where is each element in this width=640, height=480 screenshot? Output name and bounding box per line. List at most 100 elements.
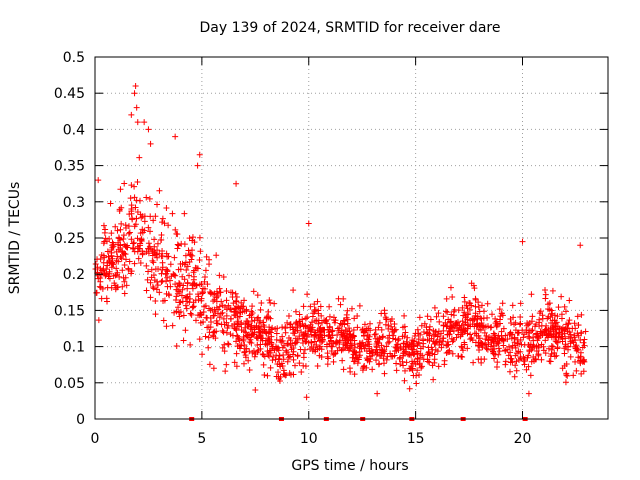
data-point (459, 304, 466, 311)
data-point (200, 309, 207, 316)
data-point (338, 321, 345, 328)
data-point (307, 345, 314, 352)
data-point (305, 325, 312, 332)
data-point (284, 340, 291, 347)
data-point (525, 342, 532, 349)
data-point (152, 311, 159, 318)
data-point (401, 377, 408, 384)
data-point (182, 302, 189, 309)
data-point (147, 294, 154, 301)
data-point (173, 342, 180, 349)
data-point (184, 285, 191, 292)
data-point (420, 356, 427, 363)
data-point (500, 325, 507, 332)
data-point (514, 336, 521, 343)
data-point (509, 302, 516, 309)
data-point (397, 343, 404, 350)
data-point (216, 303, 223, 310)
data-point (144, 276, 151, 283)
data-point (131, 90, 138, 97)
data-point (283, 349, 290, 356)
data-point (399, 358, 406, 365)
data-point (234, 333, 241, 340)
data-point (547, 314, 554, 321)
data-point (192, 264, 199, 271)
data-point (517, 354, 524, 361)
data-point (373, 357, 380, 364)
data-point (478, 359, 485, 366)
data-point (402, 367, 409, 374)
data-point (181, 261, 188, 268)
data-point (143, 248, 150, 255)
data-point (147, 246, 154, 253)
data-point (513, 367, 520, 374)
data-point (459, 344, 466, 351)
data-point (207, 314, 214, 321)
data-point (255, 335, 262, 342)
data-point (223, 297, 230, 304)
data-point (133, 197, 140, 204)
data-point (245, 357, 252, 364)
data-point (121, 290, 128, 297)
data-point (184, 263, 191, 270)
data-point (527, 372, 534, 379)
data-point (334, 325, 341, 332)
data-point (410, 372, 417, 379)
data-point (233, 350, 240, 357)
data-point (449, 294, 456, 301)
data-point (117, 254, 124, 261)
data-point (114, 253, 121, 260)
data-point (388, 315, 395, 322)
data-point (395, 335, 402, 342)
data-point (154, 247, 161, 254)
data-point (364, 357, 371, 364)
data-point (119, 267, 126, 274)
data-point (293, 308, 300, 315)
data-point (216, 272, 223, 279)
data-point (309, 324, 316, 331)
data-point (149, 283, 156, 290)
data-point (559, 338, 566, 345)
data-point (189, 285, 196, 292)
data-point (282, 324, 289, 330)
data-point (108, 252, 115, 259)
data-point (276, 361, 283, 368)
data-point (427, 316, 434, 323)
data-point (235, 304, 242, 311)
data-point (132, 221, 139, 228)
data-point (199, 289, 206, 296)
data-point (232, 305, 239, 312)
data-point (187, 295, 194, 302)
data-point (146, 195, 153, 202)
data-point (240, 360, 247, 367)
data-point (505, 352, 512, 359)
data-point (312, 318, 319, 325)
data-point (430, 327, 437, 334)
data-point (150, 285, 157, 292)
data-point (435, 310, 442, 317)
data-point (570, 372, 577, 379)
data-point (254, 315, 261, 322)
data-point (404, 351, 411, 358)
data-point (163, 250, 170, 257)
data-point (464, 311, 471, 318)
data-point (175, 266, 182, 273)
data-point (294, 321, 301, 328)
data-point (164, 267, 171, 274)
data-point (130, 245, 137, 252)
y-tick-label: 0.05 (54, 376, 85, 392)
data-point (183, 305, 190, 312)
data-point (577, 242, 584, 249)
data-point (420, 336, 427, 343)
data-point (533, 321, 539, 328)
data-point (360, 363, 367, 370)
data-point (121, 262, 128, 269)
data-point (187, 310, 194, 317)
data-point (150, 259, 157, 266)
data-point (580, 368, 587, 375)
data-point (470, 359, 477, 366)
data-point (561, 350, 568, 357)
data-point (490, 338, 497, 345)
data-point (191, 267, 198, 274)
data-point (298, 329, 305, 336)
